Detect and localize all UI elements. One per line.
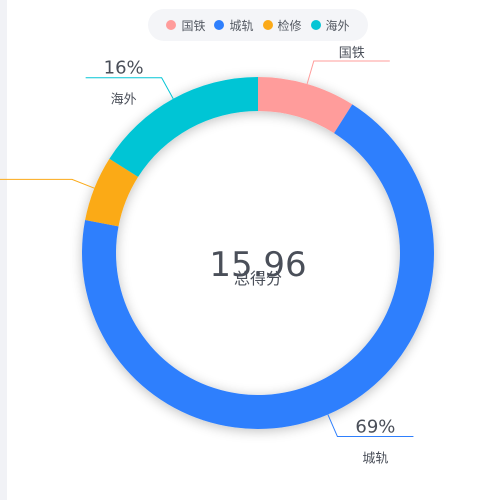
page-left-strip [0, 0, 7, 500]
slice-percent-label: 69% [355, 417, 395, 438]
slice-name-label: 海外 [111, 93, 137, 108]
donut-slice-4[interactable] [109, 77, 258, 177]
legend-label: 国铁 [181, 18, 206, 33]
label-leaders: 国铁 69% 城轨 16% 海外 [0, 46, 414, 467]
leader-line-3 [0, 178, 95, 189]
slice-name-label: 国铁 [339, 46, 365, 61]
leader-line-2 [327, 414, 414, 438]
donut-slice-3[interactable] [85, 158, 139, 227]
chart-legend: 国铁 城轨 检修 海外 [148, 9, 368, 41]
leader-line-1 [306, 60, 390, 85]
legend-item[interactable]: 海外 [310, 17, 350, 34]
slice-name-label: 城轨 [362, 452, 388, 467]
legend-swatch [214, 20, 225, 30]
legend-label: 检修 [277, 18, 302, 33]
center-score-value: 15.96 [209, 245, 306, 285]
legend-item[interactable]: 国铁 [166, 17, 205, 34]
slice-percent-label: 16% [104, 58, 144, 79]
legend-label: 海外 [325, 18, 350, 33]
legend-label: 城轨 [229, 18, 254, 33]
legend-swatch [166, 20, 177, 30]
donut-ring [81, 77, 434, 429]
legend-item[interactable]: 城轨 [214, 17, 254, 34]
center-score-caption: 总得分 [234, 269, 282, 288]
leader-line-4 [85, 77, 174, 100]
legend-swatch [310, 20, 321, 30]
donut-slice-1[interactable] [258, 77, 353, 134]
legend-swatch [262, 20, 273, 30]
legend-item[interactable]: 检修 [262, 17, 302, 34]
